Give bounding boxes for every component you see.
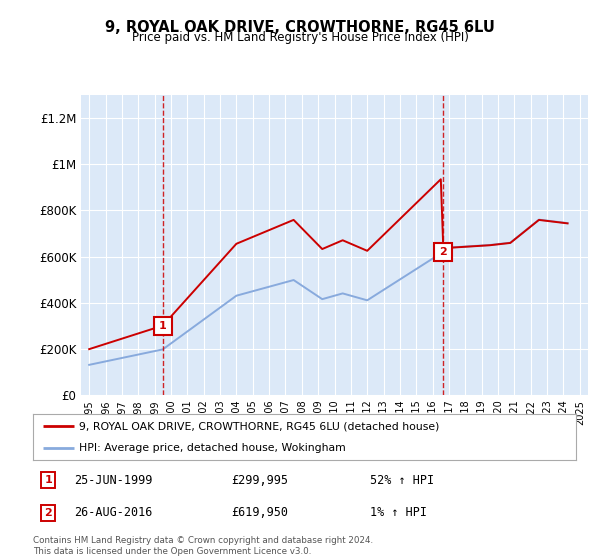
Text: £299,995: £299,995 — [231, 474, 288, 487]
Text: 9, ROYAL OAK DRIVE, CROWTHORNE, RG45 6LU (detached house): 9, ROYAL OAK DRIVE, CROWTHORNE, RG45 6LU… — [79, 421, 440, 431]
Text: HPI: Average price, detached house, Wokingham: HPI: Average price, detached house, Woki… — [79, 444, 346, 454]
Text: Price paid vs. HM Land Registry's House Price Index (HPI): Price paid vs. HM Land Registry's House … — [131, 31, 469, 44]
Text: 1: 1 — [159, 321, 166, 330]
Text: £619,950: £619,950 — [231, 506, 288, 519]
Text: 52% ↑ HPI: 52% ↑ HPI — [370, 474, 434, 487]
Text: 26-AUG-2016: 26-AUG-2016 — [74, 506, 152, 519]
Text: 25-JUN-1999: 25-JUN-1999 — [74, 474, 152, 487]
Text: 2: 2 — [44, 508, 52, 517]
Text: 1% ↑ HPI: 1% ↑ HPI — [370, 506, 427, 519]
Text: Contains HM Land Registry data © Crown copyright and database right 2024.
This d: Contains HM Land Registry data © Crown c… — [33, 536, 373, 556]
Text: 2: 2 — [440, 247, 447, 257]
Text: 9, ROYAL OAK DRIVE, CROWTHORNE, RG45 6LU: 9, ROYAL OAK DRIVE, CROWTHORNE, RG45 6LU — [105, 20, 495, 35]
Text: 1: 1 — [44, 475, 52, 486]
